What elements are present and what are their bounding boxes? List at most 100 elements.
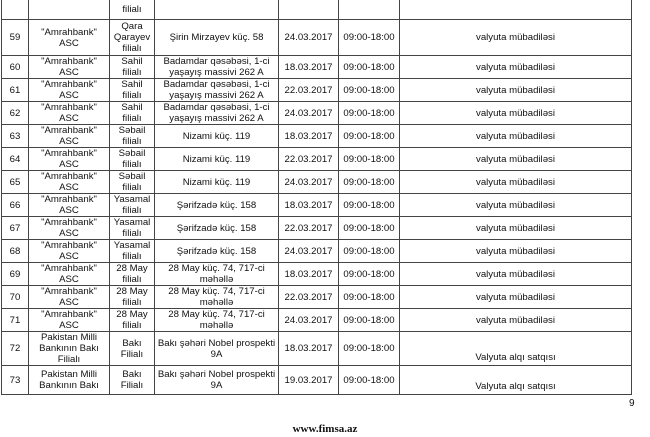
bank-cell: "Amrahbank" ASC (28, 170, 110, 194)
no-cell: 63 (1, 124, 29, 148)
no-cell: 66 (1, 193, 29, 217)
no-cell: 62 (1, 101, 29, 125)
table-row: 68 "Amrahbank" ASC Yasamal filialı Şərifzad… (1, 239, 632, 263)
branch-cell: 28 May filialı (109, 262, 155, 286)
bank-cell: "Amrahbank" ASC (28, 216, 110, 240)
date-cell: 24.03.2017 (278, 170, 339, 194)
no-cell: 71 (1, 308, 29, 332)
bank-cell: "Amrahbank" ASC (28, 19, 110, 56)
service-cell: valyuta mübadiləsi (399, 308, 632, 332)
date-cell: 19.03.2017 (278, 365, 339, 395)
address-cell: Bakı şəhəri Nobel prospekti 9A (154, 331, 279, 366)
table-row: 59 "Amrahbank" ASC Qara Qarayev filialı Şir… (1, 19, 632, 56)
no-cell: 65 (1, 170, 29, 194)
table-row: 67 "Amrahbank" ASC Yasamal filialı Şərifzad… (1, 216, 632, 240)
date-cell: 24.03.2017 (278, 19, 339, 56)
table-row: 72 Pakistan Milli Bankının Bakı Filialı Ba… (1, 331, 632, 366)
date-cell: 18.03.2017 (278, 331, 339, 366)
branch-cell: Bakı Filialı (109, 365, 155, 395)
address-cell: 28 May küç. 74, 717-ci məhəllə (154, 308, 279, 332)
service-cell: Valyuta alqı satqısı (399, 365, 632, 395)
service-cell: valyuta mübadiləsi (399, 170, 632, 194)
no-cell: 61 (1, 78, 29, 102)
bank-cell: Pakistan Milli Bankının Bakı (28, 365, 110, 395)
service-cell: valyuta mübadiləsi (399, 239, 632, 263)
table-row: 66 "Amrahbank" ASC Yasamal filialı Şərifzad… (1, 193, 632, 217)
table-row: 73 Pakistan Milli Bankının Bakı Bakı Filia… (1, 365, 632, 395)
address-cell: Nizami küç. 119 (154, 147, 279, 171)
address-cell: Badamdar qəsəbəsi, 1-ci yaşayış massivi … (154, 78, 279, 102)
branch-cell: Səbail filialı (109, 124, 155, 148)
no-cell: 64 (1, 147, 29, 171)
bank-cell: "Amrahbank" ASC (28, 262, 110, 286)
footer-url: www.fimsa.az (292, 423, 358, 435)
address-cell: Şərifzadə küç. 158 (154, 193, 279, 217)
hours-cell: 09:00-18:00 (338, 19, 400, 56)
bank-cell: "Amrahbank" ASC (28, 78, 110, 102)
table-row: 60 "Amrahbank" ASC Sahil filialı Badamdar q… (1, 55, 632, 79)
address-cell: Bakı şəhəri Nobel prospekti 9A (154, 365, 279, 395)
service-cell: valyuta mübadiləsi (399, 193, 632, 217)
hours-cell: 09:00-18:00 (338, 216, 400, 240)
date-cell: 24.03.2017 (278, 239, 339, 263)
address-cell: 28 May küç. 74, 717-ci məhəllə (154, 262, 279, 286)
no-cell: 70 (1, 285, 29, 309)
date-cell: 24.03.2017 (278, 101, 339, 125)
branch-cell: Səbail filialı (109, 147, 155, 171)
date-cell: 22.03.2017 (278, 147, 339, 171)
service-cell: valyuta mübadiləsi (399, 147, 632, 171)
table-row: 71 "Amrahbank" ASC 28 May filialı 28 May kü… (1, 308, 632, 332)
bank-cell: "Amrahbank" ASC (28, 147, 110, 171)
date-cell: 22.03.2017 (278, 78, 339, 102)
address-cell: Nizami küç. 119 (154, 124, 279, 148)
branch-cell: Yasamal filialı (109, 239, 155, 263)
table-row: filialı (1, 0, 632, 20)
no-cell: 68 (1, 239, 29, 263)
branch-cell: Sahil filialı (109, 101, 155, 125)
date-cell: 22.03.2017 (278, 285, 339, 309)
hours-cell: 09:00-18:00 (338, 365, 400, 395)
no-cell: 73 (1, 365, 29, 395)
branch-cell: Yasamal filialı (109, 216, 155, 240)
bank-cell: "Amrahbank" ASC (28, 193, 110, 217)
hours-cell: 09:00-18:00 (338, 239, 400, 263)
branch-cell: 28 May filialı (109, 308, 155, 332)
page-number: 9 (629, 398, 635, 409)
service-cell: valyuta mübadiləsi (399, 124, 632, 148)
address-cell: 28 May küç. 74, 717-ci məhəllə (154, 285, 279, 309)
service-cell: Valyuta alqı satqısı (399, 331, 632, 366)
branches-table: filialı 59 "Amrahbank" ASC Qara Qarayev fi… (1, 0, 632, 395)
no-cell: 69 (1, 262, 29, 286)
address-cell: Şərifzadə küç. 158 (154, 239, 279, 263)
table-row: 61 "Amrahbank" ASC Sahil filialı Badamdar q… (1, 78, 632, 102)
bank-cell: "Amrahbank" ASC (28, 308, 110, 332)
date-cell: 18.03.2017 (278, 55, 339, 79)
no-cell: 72 (1, 331, 29, 366)
hours-cell: 09:00-18:00 (338, 170, 400, 194)
hours-cell: 09:00-18:00 (338, 55, 400, 79)
address-cell: Şərifzadə küç. 158 (154, 216, 279, 240)
branch-cell: 28 May filialı (109, 285, 155, 309)
hours-cell: 09:00-18:00 (338, 308, 400, 332)
service-cell: valyuta mübadiləsi (399, 262, 632, 286)
table-row: 69 "Amrahbank" ASC 28 May filialı 28 May kü… (1, 262, 632, 286)
branch-cell: Bakı Filialı (109, 331, 155, 366)
date-cell: 24.03.2017 (278, 308, 339, 332)
branch-cell: filialı (109, 0, 155, 20)
table-row: 62 "Amrahbank" ASC Sahil filialı Badamdar q… (1, 101, 632, 125)
table-row: 63 "Amrahbank" ASC Səbail filialı Nizami kü… (1, 124, 632, 148)
hours-cell: 09:00-18:00 (338, 78, 400, 102)
address-cell: Badamdar qəsəbəsi, 1-ci yaşayış massivi … (154, 101, 279, 125)
address-cell: Şirin Mirzayev küç. 58 (154, 19, 279, 56)
branch-cell: Səbail filialı (109, 170, 155, 194)
service-cell: valyuta mübadiləsi (399, 78, 632, 102)
table-row: 64 "Amrahbank" ASC Səbail filialı Nizami kü… (1, 147, 632, 171)
service-cell: valyuta mübadiləsi (399, 285, 632, 309)
hours-cell: 09:00-18:00 (338, 285, 400, 309)
bank-cell: "Amrahbank" ASC (28, 239, 110, 263)
hours-cell: 09:00-18:00 (338, 147, 400, 171)
branch-cell: Yasamal filialı (109, 193, 155, 217)
service-cell: valyuta mübadiləsi (399, 101, 632, 125)
date-cell: 22.03.2017 (278, 216, 339, 240)
bank-cell: Pakistan Milli Bankının Bakı Filialı (28, 331, 110, 366)
